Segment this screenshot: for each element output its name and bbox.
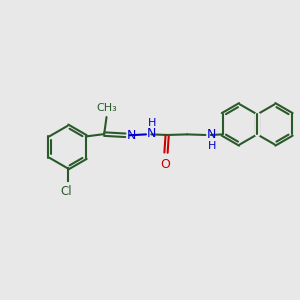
Text: H: H [148, 118, 157, 128]
Text: O: O [160, 158, 170, 171]
Text: Cl: Cl [60, 185, 72, 198]
Text: N: N [127, 129, 136, 142]
Text: H: H [208, 142, 216, 152]
Text: CH₃: CH₃ [96, 103, 117, 113]
Text: N: N [147, 127, 156, 140]
Text: N: N [207, 128, 216, 141]
